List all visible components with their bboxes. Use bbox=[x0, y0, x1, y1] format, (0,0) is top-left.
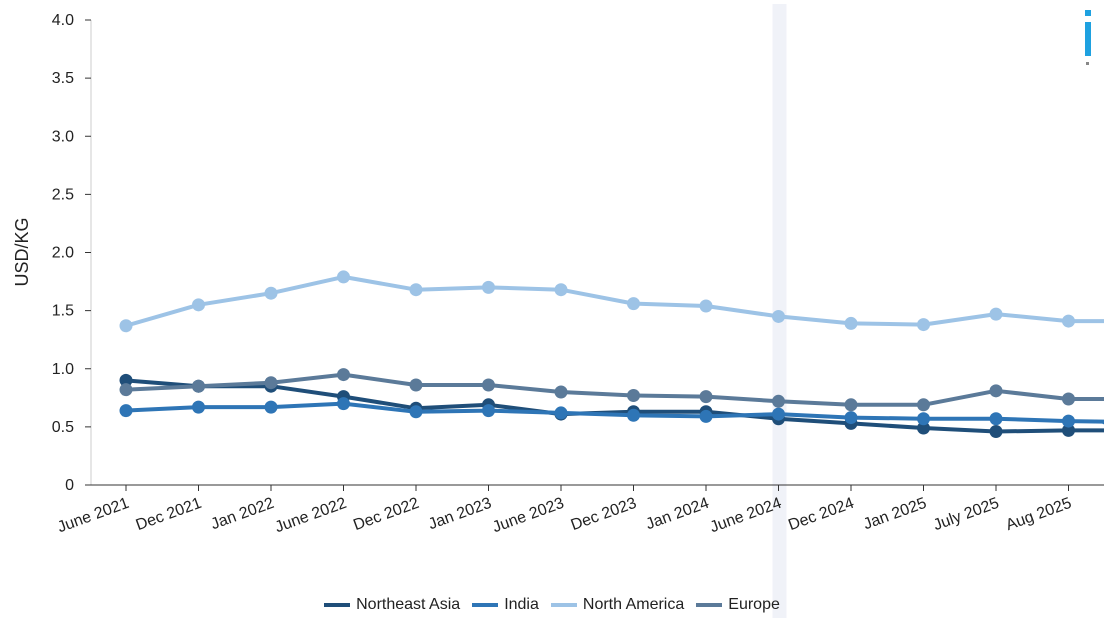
brand-logo bbox=[1085, 10, 1091, 65]
data-point[interactable] bbox=[917, 318, 930, 332]
legend-item[interactable]: North America bbox=[550, 596, 685, 614]
x-tick-label: Jan 2024 bbox=[644, 495, 712, 534]
data-point[interactable] bbox=[554, 385, 568, 399]
series-europe bbox=[119, 368, 1104, 412]
chart-legend: Northeast Asia India North America Europe bbox=[0, 596, 1104, 614]
data-point[interactable] bbox=[627, 297, 640, 311]
data-point[interactable] bbox=[409, 283, 423, 297]
data-point[interactable] bbox=[192, 400, 205, 414]
x-tick-label: June 2022 bbox=[273, 495, 349, 537]
data-point[interactable] bbox=[554, 283, 568, 297]
data-point[interactable] bbox=[989, 425, 1003, 439]
data-point[interactable] bbox=[989, 412, 1003, 426]
x-tick-label: Jan 2025 bbox=[861, 495, 929, 534]
y-tick-label: 3.0 bbox=[52, 128, 74, 145]
data-point[interactable] bbox=[409, 378, 423, 392]
y-tick-label: 2.0 bbox=[52, 245, 74, 262]
series-india bbox=[119, 397, 1104, 428]
data-point[interactable] bbox=[772, 407, 785, 421]
series-line bbox=[124, 274, 1104, 328]
data-point[interactable] bbox=[119, 383, 133, 397]
x-tick-label: June 2023 bbox=[490, 495, 566, 537]
data-point[interactable] bbox=[482, 404, 495, 418]
legend-item[interactable]: India bbox=[472, 596, 539, 614]
legend-label: Europe bbox=[728, 596, 780, 613]
x-tick-label: Dec 2021 bbox=[134, 495, 204, 534]
legend-item[interactable]: Europe bbox=[696, 596, 780, 614]
data-point[interactable] bbox=[699, 409, 713, 423]
data-point[interactable] bbox=[917, 412, 930, 426]
legend-label: India bbox=[504, 596, 539, 613]
x-tick-label: Jan 2022 bbox=[209, 495, 277, 534]
x-tick-label: June 2021 bbox=[55, 495, 131, 537]
data-point[interactable] bbox=[844, 316, 858, 330]
y-tick-label: 0 bbox=[65, 477, 74, 494]
x-tick-label: Dec 2022 bbox=[351, 495, 421, 534]
data-point[interactable] bbox=[119, 319, 133, 333]
data-point[interactable] bbox=[337, 368, 350, 382]
legend-swatch bbox=[550, 603, 577, 607]
y-tick-label: 1.0 bbox=[52, 361, 74, 378]
data-point[interactable] bbox=[772, 309, 785, 323]
data-point[interactable] bbox=[917, 421, 930, 435]
data-point[interactable] bbox=[482, 378, 495, 392]
y-tick-label: 4.0 bbox=[52, 12, 74, 29]
legend-label: Northeast Asia bbox=[356, 596, 461, 613]
data-point[interactable] bbox=[699, 299, 713, 313]
series-line bbox=[124, 401, 1104, 425]
data-point[interactable] bbox=[1062, 423, 1075, 437]
data-point[interactable] bbox=[844, 398, 858, 412]
x-tick-label: Jan 2023 bbox=[426, 495, 494, 534]
x-tick-label: Dec 2023 bbox=[569, 495, 639, 534]
legend-swatch bbox=[696, 603, 723, 607]
y-tick-label: 2.5 bbox=[52, 186, 74, 203]
x-tick-label: Dec 2024 bbox=[786, 495, 856, 534]
legend-label: North America bbox=[582, 596, 685, 613]
legend-item[interactable]: Northeast Asia bbox=[324, 596, 460, 614]
data-point[interactable] bbox=[264, 376, 278, 390]
data-point[interactable] bbox=[844, 411, 858, 425]
data-point[interactable] bbox=[989, 384, 1003, 398]
data-point[interactable] bbox=[409, 405, 423, 419]
x-tick-label: Aug 2025 bbox=[1004, 495, 1074, 534]
series-north-america bbox=[119, 270, 1104, 333]
x-tick-label: July 2025 bbox=[931, 495, 1001, 534]
data-point[interactable] bbox=[482, 280, 495, 294]
legend-swatch bbox=[472, 603, 499, 607]
data-point[interactable] bbox=[627, 408, 640, 422]
data-point[interactable] bbox=[192, 298, 205, 312]
data-point[interactable] bbox=[917, 398, 930, 412]
legend-swatch bbox=[324, 603, 351, 607]
data-point[interactable] bbox=[627, 388, 640, 402]
data-point[interactable] bbox=[1062, 414, 1075, 428]
data-point[interactable] bbox=[264, 400, 278, 414]
data-point[interactable] bbox=[264, 286, 278, 300]
data-point[interactable] bbox=[554, 406, 568, 420]
y-tick-label: 0.5 bbox=[52, 419, 74, 436]
series-line bbox=[124, 372, 1104, 407]
data-point[interactable] bbox=[192, 379, 205, 393]
data-point[interactable] bbox=[1062, 314, 1075, 328]
data-point[interactable] bbox=[989, 307, 1003, 321]
y-tick-label: 3.5 bbox=[52, 70, 74, 87]
y-axis-title: USD/KG bbox=[12, 217, 32, 286]
data-point[interactable] bbox=[699, 390, 713, 404]
y-tick-label: 1.5 bbox=[52, 303, 74, 320]
data-point[interactable] bbox=[119, 373, 133, 387]
data-point[interactable] bbox=[119, 404, 133, 418]
series-line bbox=[124, 378, 1104, 434]
data-point[interactable] bbox=[337, 270, 350, 284]
data-point[interactable] bbox=[337, 397, 350, 411]
data-point[interactable] bbox=[772, 394, 785, 408]
data-point[interactable] bbox=[1062, 392, 1075, 406]
